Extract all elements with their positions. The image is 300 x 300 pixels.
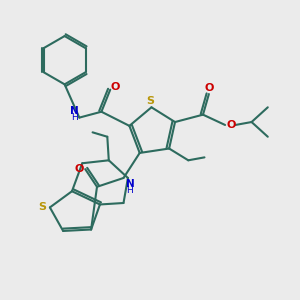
Text: N: N xyxy=(70,106,78,116)
Text: O: O xyxy=(204,82,214,93)
Text: O: O xyxy=(227,120,236,130)
Text: O: O xyxy=(111,82,120,92)
Text: S: S xyxy=(38,202,46,212)
Text: S: S xyxy=(146,96,154,106)
Text: H: H xyxy=(71,113,77,122)
Text: O: O xyxy=(74,164,83,174)
Text: N: N xyxy=(126,179,134,190)
Text: H: H xyxy=(127,186,134,195)
